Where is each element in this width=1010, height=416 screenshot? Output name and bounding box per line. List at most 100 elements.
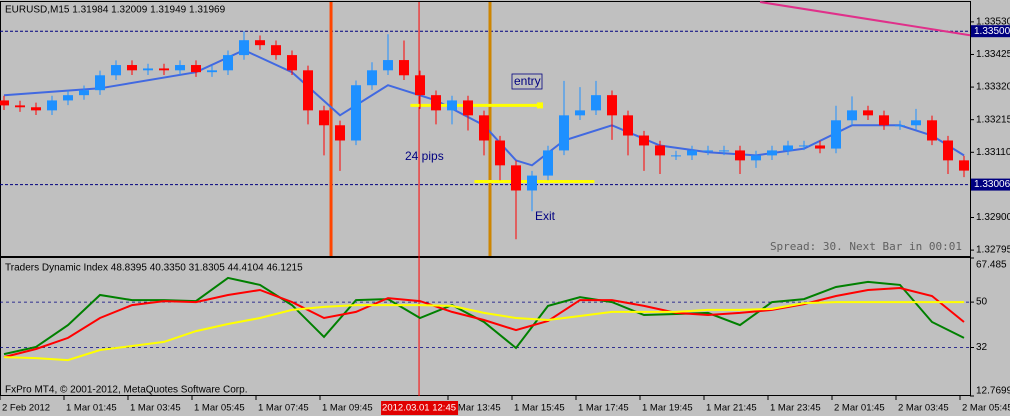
y-tick-label: 1.33110	[976, 147, 1010, 158]
h-line-label: 1.33500	[974, 26, 1010, 37]
candle-body	[591, 95, 601, 111]
annotation-box	[511, 73, 543, 90]
indicator-title: Traders Dynamic Index 48.8395 40.3350 31…	[5, 263, 303, 274]
cursor-label-bg	[381, 401, 459, 415]
candle-body	[703, 150, 713, 152]
y-tick-label: 50	[976, 297, 988, 308]
candle-body	[783, 145, 793, 151]
x-tick-label: 1 Mar 17:45	[578, 403, 629, 414]
candle-body	[143, 68, 153, 71]
candle-body	[479, 115, 489, 141]
candle-body	[319, 110, 329, 126]
candle-body	[895, 125, 905, 127]
candle-body	[831, 120, 841, 149]
candle-body	[463, 100, 473, 116]
candle-body	[207, 70, 217, 73]
x-tick-label: 1 Mar 19:45	[642, 403, 693, 414]
candle-body	[607, 95, 617, 116]
annotation: 24 pips	[405, 149, 444, 163]
y-tick-label: 1.33425	[976, 49, 1010, 60]
h-line-label-bg	[971, 25, 1010, 38]
candle-body	[399, 60, 409, 76]
candle-body	[527, 175, 537, 191]
candle-body	[863, 110, 873, 116]
candle-body	[511, 165, 521, 191]
x-tick-label: 1 Mar 13:45	[450, 403, 501, 414]
candle-body	[111, 65, 121, 76]
candle-body	[735, 150, 745, 161]
annotation: Exit	[535, 209, 556, 223]
candle-body	[79, 90, 89, 96]
candle-body	[751, 155, 761, 161]
annotation: entry	[514, 74, 541, 88]
candle-body	[239, 40, 249, 56]
candle-body	[47, 100, 57, 111]
candle-body	[575, 110, 585, 116]
chart-title: EURUSD,M15 1.31984 1.32009 1.31949 1.319…	[5, 5, 226, 16]
candle-body	[255, 40, 265, 46]
candle-body	[655, 145, 665, 156]
y-tick-label: 1.32900	[976, 212, 1010, 223]
h-line-label: 1.33006	[974, 179, 1010, 190]
candle-body	[63, 95, 73, 101]
candle-body	[559, 115, 569, 151]
h-line-label-bg	[971, 178, 1010, 191]
candle-body	[879, 115, 889, 126]
candle-body	[447, 100, 457, 111]
candle-body	[95, 75, 105, 91]
candle-body	[31, 107, 41, 111]
y-tick-label: 12.7699	[976, 386, 1010, 397]
candle-body	[175, 65, 185, 71]
candle-body	[927, 120, 937, 141]
x-tick-label: 1 Mar 07:45	[258, 403, 309, 414]
y-tick-label: 67.485	[976, 260, 1007, 271]
candle-body	[943, 140, 953, 161]
candle-body	[799, 145, 809, 147]
candle-body	[671, 155, 681, 157]
y-tick-label: 1.33530	[976, 17, 1010, 28]
candle-body	[159, 68, 169, 71]
y-tick-label: 1.33215	[976, 114, 1010, 125]
y-tick-label: 32	[976, 342, 988, 353]
candle-body	[127, 65, 137, 71]
candle-body	[623, 115, 633, 136]
candle-body	[815, 145, 825, 149]
candle-body	[367, 70, 377, 86]
candle-body	[639, 135, 649, 146]
candle-body	[287, 55, 297, 71]
y-tick-label: 1.32795	[976, 245, 1010, 256]
candle-body	[847, 110, 857, 121]
footer: FxPro MT4, © 2001-2012, MetaQuotes Softw…	[5, 385, 247, 396]
x-tick-label: 2 Mar 01:45	[834, 403, 885, 414]
indicator-line	[3, 301, 964, 362]
candle-body	[303, 70, 313, 111]
candle-body	[271, 45, 281, 56]
x-tick-label: 1 Mar 09:45	[322, 403, 373, 414]
candle-body	[335, 125, 345, 141]
candle-body	[223, 55, 233, 71]
candle-body	[383, 60, 393, 71]
candle-body	[191, 65, 201, 73]
line-end-marker	[537, 102, 543, 109]
price-frame	[0, 1, 971, 257]
candle-body	[719, 150, 729, 152]
candle-body	[495, 140, 505, 166]
candle-body	[687, 150, 697, 156]
x-tick-label: 1 Mar 03:45	[130, 403, 181, 414]
candle-body	[911, 120, 921, 126]
annotation: Spread: 30. Next Bar in 00:01	[770, 240, 962, 253]
candle-body	[15, 105, 25, 108]
cursor-label: 2012.03.01 12:45	[382, 403, 456, 414]
candle-body	[0, 100, 9, 106]
x-tick-label: 1 Mar 15:45	[514, 403, 565, 414]
candle-body	[543, 150, 553, 176]
candle-body	[767, 150, 777, 156]
x-tick-label: 1 Mar 01:45	[66, 403, 117, 414]
x-tick-label: 2 Mar 03:45	[898, 403, 949, 414]
indicator-frame	[0, 257, 971, 396]
line-series	[759, 1, 971, 37]
x-tick-label: 1 Mar 05:45	[194, 403, 245, 414]
